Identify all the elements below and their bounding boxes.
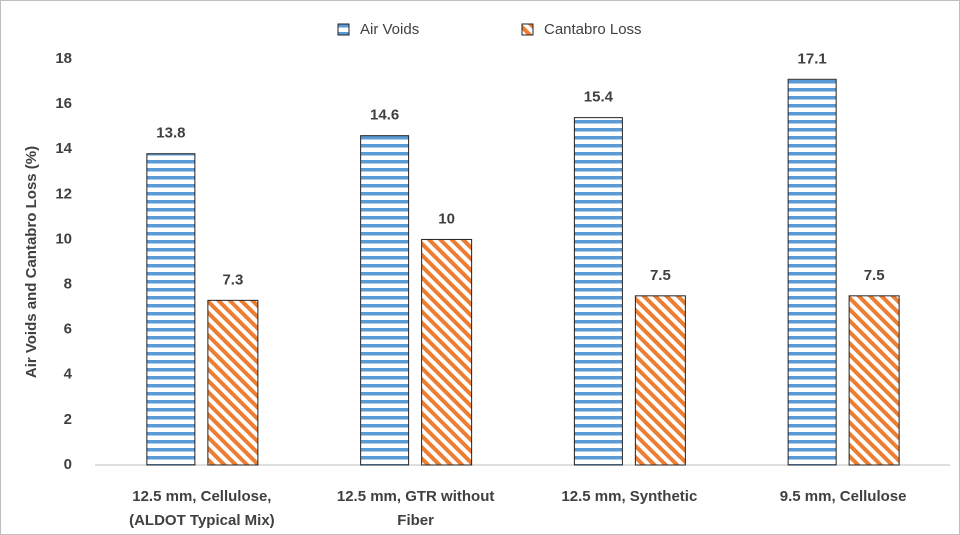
bar: [207, 299, 259, 466]
value-label: 14.6: [370, 107, 399, 124]
x-tick-label: (ALDOT Typical Mix): [129, 512, 275, 529]
x-tick-label: 12.5 mm, GTR without: [337, 488, 495, 505]
y-axis-label: Air Voids and Cantabro Loss (%): [23, 146, 40, 378]
value-label: 15.4: [584, 89, 614, 106]
x-tick-label: 9.5 mm, Cellulose: [780, 488, 907, 505]
legend-label: Air Voids: [360, 21, 419, 38]
bar: [421, 238, 473, 466]
value-label: 10: [438, 210, 455, 227]
legend-label: Cantabro Loss: [544, 21, 642, 38]
x-tick-label: Fiber: [397, 512, 434, 529]
bar: [146, 153, 196, 466]
legend-swatch: [337, 23, 350, 36]
y-tick-label: 12: [55, 185, 72, 202]
value-label: 17.1: [798, 50, 827, 67]
y-tick-label: 18: [55, 50, 72, 67]
bar: [634, 295, 686, 466]
bar: [360, 135, 410, 466]
bar: [573, 117, 623, 466]
legend-swatch: [521, 23, 534, 36]
y-tick-label: 14: [55, 140, 72, 157]
x-tick-label: 12.5 mm, Cellulose,: [132, 488, 271, 505]
value-label: 13.8: [156, 125, 185, 142]
y-tick-label: 6: [64, 321, 72, 338]
value-label: 7.5: [650, 267, 671, 284]
y-tick-label: 8: [64, 276, 72, 293]
y-tick-label: 4: [64, 366, 73, 383]
y-tick-label: 2: [64, 411, 72, 428]
value-label: 7.5: [864, 267, 885, 284]
bar: [787, 78, 837, 466]
y-tick-label: 16: [55, 95, 72, 112]
y-tick-label: 10: [55, 230, 72, 247]
x-tick-label: 12.5 mm, Synthetic: [561, 488, 697, 505]
bar: [848, 295, 900, 466]
y-tick-label: 0: [64, 456, 72, 473]
value-label: 7.3: [222, 271, 243, 288]
